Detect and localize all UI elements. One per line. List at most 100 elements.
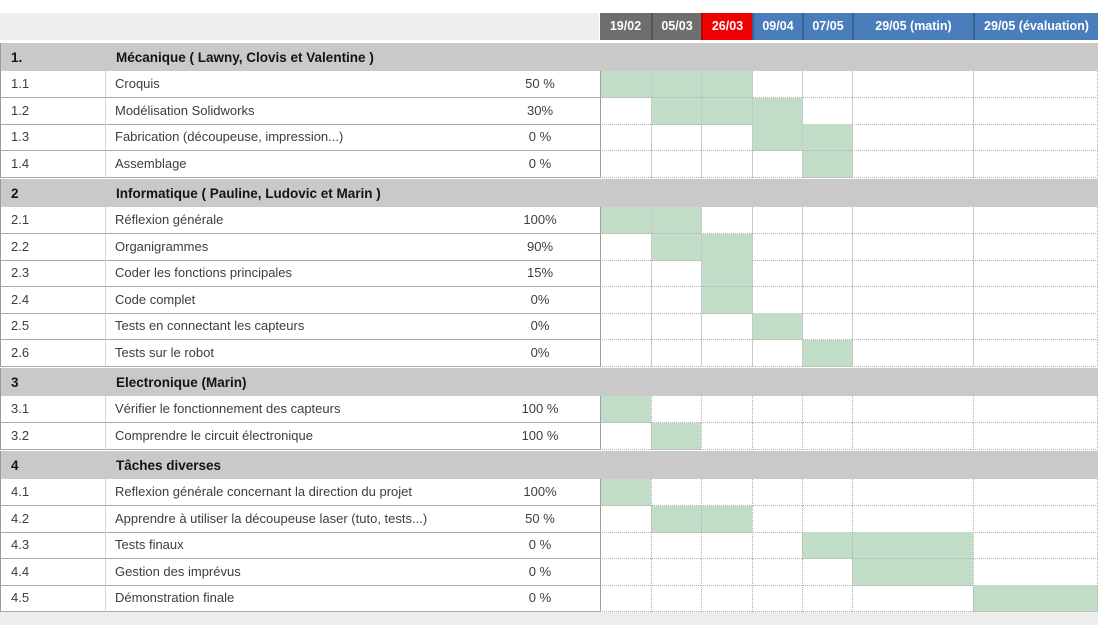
gantt-cell-filled[interactable] xyxy=(852,558,973,586)
task-progress[interactable]: 100 % xyxy=(480,396,600,423)
task-number[interactable]: 3.2 xyxy=(0,422,106,450)
gantt-cell-filled[interactable] xyxy=(600,479,651,506)
gantt-cell[interactable] xyxy=(802,422,852,450)
gantt-cell-filled[interactable] xyxy=(600,71,651,98)
gantt-cell[interactable] xyxy=(802,97,852,125)
gantt-cell[interactable] xyxy=(651,585,701,612)
gantt-cell[interactable] xyxy=(651,286,701,314)
gantt-cell[interactable] xyxy=(752,505,802,533)
gantt-cell[interactable] xyxy=(852,286,973,314)
gantt-cell-filled[interactable] xyxy=(802,150,852,178)
task-name[interactable]: Code complet xyxy=(106,287,480,314)
task-progress[interactable]: 100% xyxy=(480,207,600,234)
task-number[interactable]: 2.4 xyxy=(0,286,106,314)
task-number[interactable]: 3.1 xyxy=(0,396,106,423)
gantt-cell[interactable] xyxy=(651,558,701,586)
task-progress[interactable]: 90% xyxy=(480,234,600,261)
gantt-cell[interactable] xyxy=(973,207,1098,234)
gantt-cell[interactable] xyxy=(973,339,1098,367)
task-progress[interactable]: 15% xyxy=(480,260,600,287)
gantt-cell[interactable] xyxy=(701,422,752,450)
gantt-cell[interactable] xyxy=(802,207,852,234)
task-name[interactable]: Reflexion générale concernant la directi… xyxy=(106,479,480,506)
gantt-cell[interactable] xyxy=(651,479,701,506)
gantt-cell[interactable] xyxy=(701,558,752,586)
section-header-row[interactable]: 4 Tâches diverses xyxy=(0,451,1098,479)
gantt-cell[interactable] xyxy=(802,260,852,287)
gantt-cell[interactable] xyxy=(600,286,651,314)
task-number[interactable]: 4.5 xyxy=(0,585,106,612)
gantt-cell[interactable] xyxy=(600,339,651,367)
task-number[interactable]: 2.6 xyxy=(0,339,106,367)
gantt-cell-filled[interactable] xyxy=(651,71,701,98)
date-column-header[interactable]: 09/04 xyxy=(752,13,802,40)
gantt-cell[interactable] xyxy=(600,558,651,586)
task-number[interactable]: 2.5 xyxy=(0,313,106,340)
gantt-cell[interactable] xyxy=(852,71,973,98)
gantt-cell-filled[interactable] xyxy=(600,207,651,234)
gantt-cell-filled[interactable] xyxy=(651,97,701,125)
gantt-cell[interactable] xyxy=(802,396,852,423)
gantt-cell[interactable] xyxy=(973,260,1098,287)
task-progress[interactable]: 100% xyxy=(480,479,600,506)
task-progress[interactable]: 0% xyxy=(480,313,600,340)
date-column-header[interactable]: 05/03 xyxy=(651,13,701,40)
section-header-row[interactable]: 1. Mécanique ( Lawny, Clovis et Valentine… xyxy=(0,43,1098,71)
gantt-cell[interactable] xyxy=(752,233,802,261)
task-progress[interactable]: 0 % xyxy=(480,532,600,559)
gantt-cell[interactable] xyxy=(973,558,1098,586)
gantt-cell[interactable] xyxy=(852,339,973,367)
task-progress[interactable]: 50 % xyxy=(480,71,600,98)
gantt-cell[interactable] xyxy=(651,339,701,367)
task-name[interactable]: Tests finaux xyxy=(106,532,480,559)
gantt-cell-filled[interactable] xyxy=(701,260,752,287)
gantt-cell[interactable] xyxy=(701,150,752,178)
task-name[interactable]: Organigrammes xyxy=(106,234,480,261)
task-progress[interactable]: 100 % xyxy=(480,423,600,450)
gantt-cell-filled[interactable] xyxy=(752,97,802,125)
gantt-cell[interactable] xyxy=(973,124,1098,151)
task-name[interactable]: Comprendre le circuit électronique xyxy=(106,423,480,450)
gantt-cell[interactable] xyxy=(651,313,701,340)
gantt-cell[interactable] xyxy=(651,260,701,287)
gantt-cell-filled[interactable] xyxy=(752,313,802,340)
task-number[interactable]: 1.2 xyxy=(0,97,106,125)
gantt-cell-filled[interactable] xyxy=(802,339,852,367)
gantt-cell-filled[interactable] xyxy=(651,233,701,261)
task-name[interactable]: Démonstration finale xyxy=(106,585,480,612)
gantt-cell[interactable] xyxy=(600,585,651,612)
date-column-header[interactable]: 29/05 (évaluation) xyxy=(973,13,1098,40)
gantt-cell[interactable] xyxy=(802,505,852,533)
gantt-cell-filled[interactable] xyxy=(802,124,852,151)
task-name[interactable]: Coder les fonctions principales xyxy=(106,260,480,287)
task-number[interactable]: 4.4 xyxy=(0,558,106,586)
task-progress[interactable]: 0 % xyxy=(480,151,600,178)
gantt-cell[interactable] xyxy=(752,479,802,506)
task-number[interactable]: 4.3 xyxy=(0,532,106,559)
section-header-row[interactable]: 2 Informatique ( Pauline, Ludovic et Mari… xyxy=(0,179,1098,207)
gantt-cell[interactable] xyxy=(701,479,752,506)
date-column-header[interactable]: 26/03 xyxy=(701,13,752,40)
gantt-cell[interactable] xyxy=(651,532,701,559)
gantt-cell[interactable] xyxy=(802,233,852,261)
gantt-cell[interactable] xyxy=(752,150,802,178)
gantt-cell[interactable] xyxy=(701,585,752,612)
gantt-cell[interactable] xyxy=(701,396,752,423)
task-number[interactable]: 4.1 xyxy=(0,479,106,506)
gantt-cell[interactable] xyxy=(701,339,752,367)
gantt-cell[interactable] xyxy=(973,532,1098,559)
task-number[interactable]: 2.3 xyxy=(0,260,106,287)
gantt-cell-filled[interactable] xyxy=(600,396,651,423)
gantt-cell[interactable] xyxy=(752,396,802,423)
gantt-cell[interactable] xyxy=(752,422,802,450)
gantt-cell[interactable] xyxy=(651,124,701,151)
gantt-cell-filled[interactable] xyxy=(701,286,752,314)
gantt-cell[interactable] xyxy=(701,532,752,559)
gantt-cell[interactable] xyxy=(752,260,802,287)
gantt-cell[interactable] xyxy=(852,313,973,340)
task-progress[interactable]: 0% xyxy=(480,287,600,314)
gantt-cell[interactable] xyxy=(752,286,802,314)
gantt-cell-filled[interactable] xyxy=(651,422,701,450)
gantt-cell[interactable] xyxy=(752,207,802,234)
gantt-cell-filled[interactable] xyxy=(651,505,701,533)
